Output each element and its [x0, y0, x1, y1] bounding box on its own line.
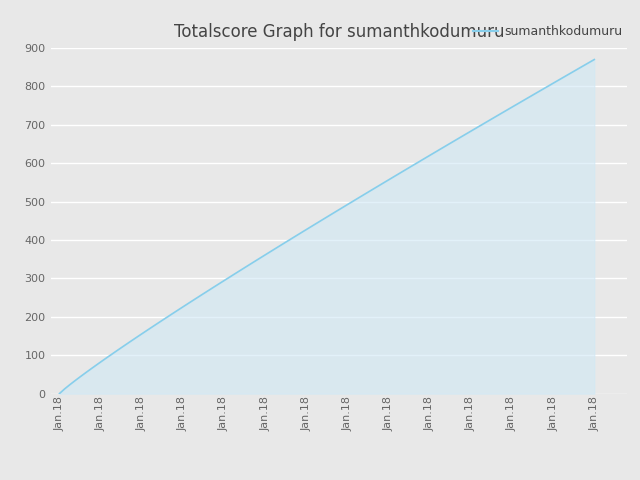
sumanthkodumuru [180, 303, 188, 309]
sumanthkodumuru [374, 183, 382, 189]
sumanthkodumuru [563, 72, 571, 78]
sumanthkodumuru [331, 209, 339, 215]
sumanthkodumuru [591, 57, 598, 62]
Legend: sumanthkodumuru: sumanthkodumuru [468, 20, 627, 43]
sumanthkodumuru [158, 318, 166, 324]
sumanthkodumuru [56, 391, 63, 396]
Title: Totalscore Graph for sumanthkodumuru: Totalscore Graph for sumanthkodumuru [174, 23, 504, 41]
sumanthkodumuru [547, 82, 555, 87]
Line: sumanthkodumuru: sumanthkodumuru [60, 60, 595, 394]
